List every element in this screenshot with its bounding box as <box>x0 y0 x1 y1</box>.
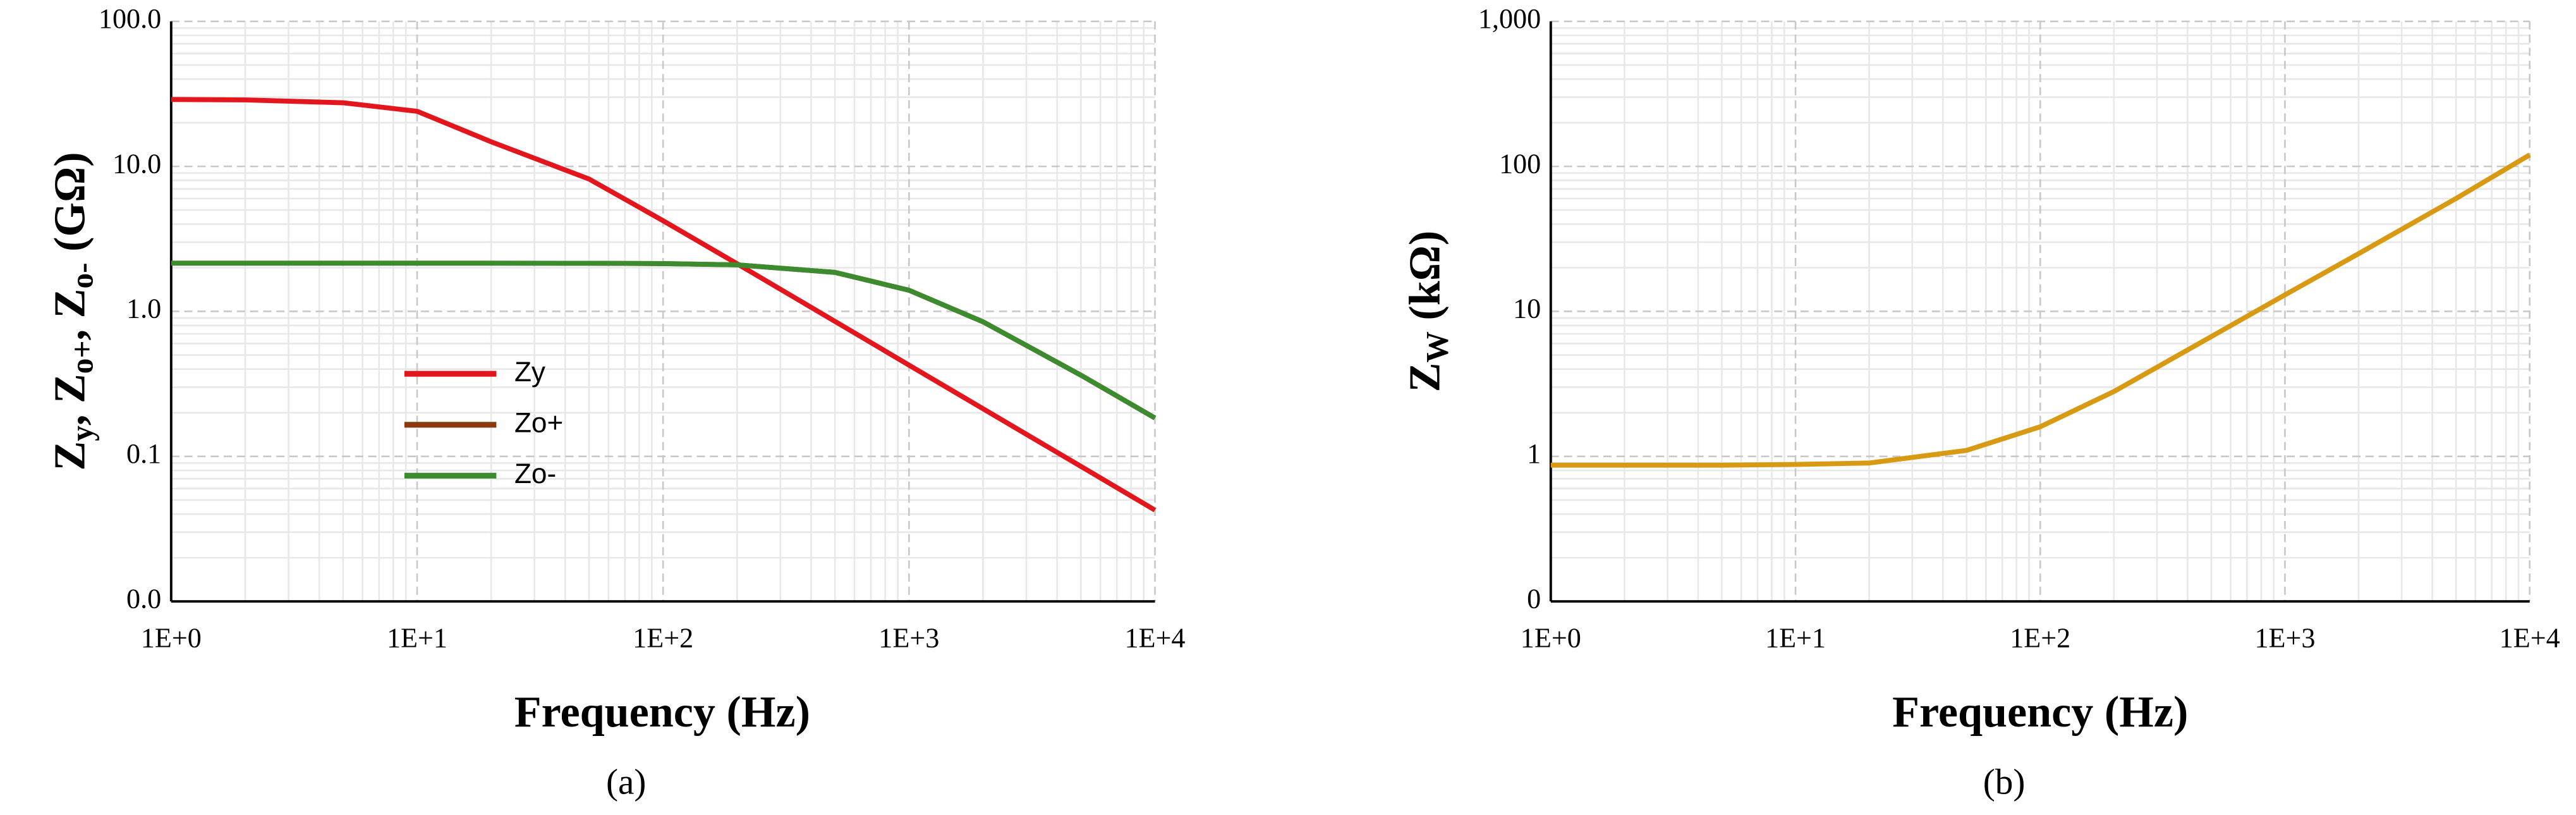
y-tick-label: 100 <box>1499 148 1541 179</box>
legend-label: Zo+ <box>514 407 563 438</box>
y-tick-label: 0 <box>1527 583 1541 614</box>
legend-label: Zy <box>514 357 545 388</box>
x-tick-label: 1E+0 <box>1521 623 1581 654</box>
y-axis-title: ZW (kΩ) <box>1400 231 1455 393</box>
y-axis-title-subscript: y <box>65 426 100 441</box>
y-axis-title: Zy, Zo+, Zo- (GΩ) <box>46 152 100 470</box>
plot: 1E+0 1E+1 1E+2 1E+3 1E+4 0.0 0.1 1.0 10.0 100.0 Zy… <box>99 3 1186 654</box>
x-tick-label: 1E+0 <box>141 623 202 654</box>
y-tick-label: 10.0 <box>112 148 161 179</box>
y-axis-title-part: Z <box>46 441 95 471</box>
legend: Zy Zo+ Zo- <box>404 357 563 489</box>
y-tick-label: 1,000 <box>1478 3 1541 34</box>
caption: (b) <box>1983 762 2026 802</box>
x-tick-label: 1E+3 <box>878 623 939 654</box>
y-axis-title-part: (kΩ) <box>1400 231 1450 331</box>
x-tick-label: 1E+1 <box>387 623 447 654</box>
y-axis-title-subscript: W <box>1420 331 1455 362</box>
x-tick-label: 1E+1 <box>1765 623 1826 654</box>
x-axis-title: Frequency (Hz) <box>514 687 810 737</box>
y-axis-title-part: Z <box>1400 362 1450 392</box>
x-tick-label: 1E+4 <box>2500 623 2560 654</box>
x-tick-label: 1E+2 <box>633 623 693 654</box>
plot: 1E+0 1E+1 1E+2 1E+3 1E+4 0 1 10 100 1,000 <box>1478 3 2560 654</box>
x-tick-label: 1E+4 <box>1124 623 1185 654</box>
line-series <box>1550 152 2531 468</box>
line-series <box>171 260 1157 420</box>
legend-label: Zo- <box>514 458 556 489</box>
y-axis-title-subscript: o- <box>65 262 100 288</box>
y-tick-label: 0.0 <box>126 583 161 614</box>
y-tick-label: 10 <box>1513 293 1541 324</box>
x-axis-title: Frequency (Hz) <box>1892 687 2188 737</box>
y-axis-title-subscript: o+ <box>65 340 100 374</box>
y-tick-label: 1 <box>1527 438 1541 469</box>
caption: (a) <box>606 762 646 802</box>
y-axis-title-part: , Z <box>46 289 95 341</box>
y-tick-label: 1.0 <box>126 293 161 324</box>
x-tick-label: 1E+2 <box>2010 623 2070 654</box>
y-tick-label: 100.0 <box>99 3 161 34</box>
y-axis-title-part: (GΩ) <box>46 152 95 262</box>
line-series <box>171 97 1157 513</box>
y-tick-label: 0.1 <box>126 438 161 469</box>
x-tick-label: 1E+3 <box>2254 623 2315 654</box>
y-axis-title-part: , Z <box>46 374 95 426</box>
